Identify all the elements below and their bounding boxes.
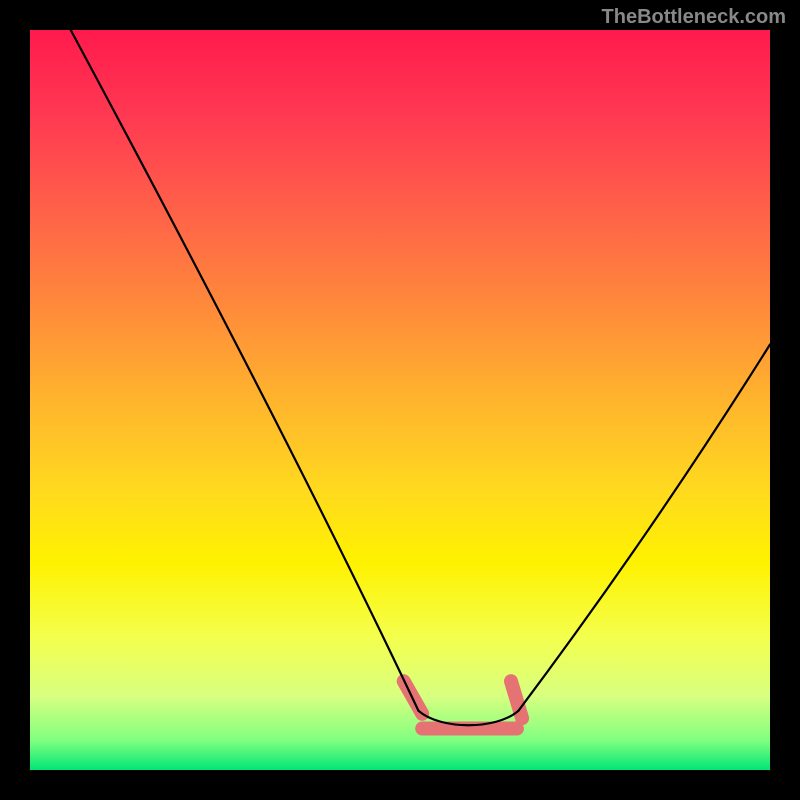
curves-layer bbox=[30, 30, 770, 770]
watermark-text: TheBottleneck.com bbox=[602, 6, 786, 29]
curve-group bbox=[71, 30, 770, 725]
chart-container: TheBottleneck.com bbox=[0, 0, 800, 800]
curve-right bbox=[518, 345, 770, 711]
marker-group bbox=[404, 681, 522, 728]
curve-left bbox=[71, 30, 419, 711]
plot-area bbox=[30, 30, 770, 770]
